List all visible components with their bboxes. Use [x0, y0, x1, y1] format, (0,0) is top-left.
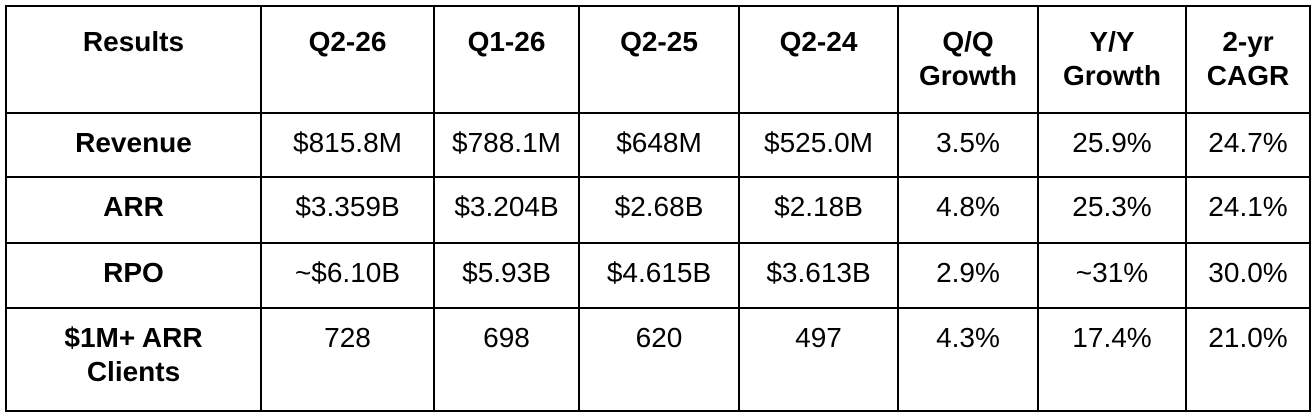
cell-text: Growth	[1063, 60, 1161, 91]
header-cell: Q1-26	[433, 5, 580, 114]
cell-text: $4.615B	[606, 257, 712, 288]
cell-text: CAGR	[1206, 60, 1290, 91]
cell: 620	[578, 307, 740, 412]
cell: 3.5%	[897, 112, 1039, 178]
cell-text: $3.359B	[295, 191, 400, 222]
cell: $815.8M	[260, 112, 435, 178]
data-row: RPO ~$6.10B $5.93B $4.615B $3.613B 2.9% ~31% 30…	[5, 242, 1311, 309]
cell-text: Q/Q	[942, 26, 994, 57]
cell-text: 3.5%	[936, 127, 1000, 158]
cell-text: Growth	[919, 60, 1017, 91]
data-row: ARR $3.359B $3.204B $2.68B $2.18B 4.8% 25.3% 24…	[5, 176, 1311, 244]
cell-text: 30.0%	[1208, 257, 1288, 288]
cell-text: Clients	[86, 356, 181, 387]
cell-text: $1M+ ARR	[64, 322, 203, 353]
row-label: $1M+ ARR Clients	[5, 307, 262, 412]
header-cell: Q2-26	[260, 5, 435, 114]
cell-text: Q2-25	[620, 26, 698, 57]
header-cell: Y/Y Growth	[1037, 5, 1187, 114]
cell: 25.9%	[1037, 112, 1187, 178]
header-row: Results Q2-26 Q1-26 Q2-25 Q2-24 Q/Q Growth Y/Y G…	[5, 5, 1311, 114]
cell: 25.3%	[1037, 176, 1187, 244]
cell-text: $5.93B	[462, 257, 551, 288]
cell-text: Revenue	[75, 127, 192, 158]
cell-text: 17.4%	[1072, 322, 1152, 353]
cell-text: ~$6.10B	[294, 257, 401, 288]
cell-text: RPO	[103, 257, 164, 288]
cell-text: ARR	[103, 191, 164, 222]
cell-text: 698	[483, 322, 530, 353]
cell-text: 2.9%	[936, 257, 1000, 288]
cell: $2.68B	[578, 176, 740, 244]
cell: 4.3%	[897, 307, 1039, 412]
cell: 4.8%	[897, 176, 1039, 244]
cell: $648M	[578, 112, 740, 178]
cell-text: 24.7%	[1208, 127, 1288, 158]
cell-text: 620	[635, 322, 683, 353]
cell-text: Q1-26	[467, 26, 546, 57]
cell: 24.1%	[1185, 176, 1311, 244]
cell-text: 21.0%	[1208, 322, 1288, 353]
row-label: Revenue	[5, 112, 262, 178]
cell: 728	[260, 307, 435, 412]
cell: $3.204B	[433, 176, 580, 244]
cell: 2.9%	[897, 242, 1039, 309]
cell-text: 4.8%	[936, 191, 1000, 222]
header-cell: Q2-24	[738, 5, 899, 114]
cell: 497	[738, 307, 899, 412]
cell-text: 2-yr	[1222, 26, 1274, 57]
cell-text: 25.9%	[1072, 127, 1152, 158]
cell-text: 25.3%	[1072, 191, 1152, 222]
cell-text: $3.204B	[454, 191, 559, 222]
cell-text: $3.613B	[766, 257, 871, 288]
cell-text: Y/Y	[1089, 26, 1135, 57]
cell-text: ~31%	[1075, 257, 1149, 288]
cell: $4.615B	[578, 242, 740, 309]
header-cell: Q/Q Growth	[897, 5, 1039, 114]
cell-text: $2.18B	[774, 191, 863, 222]
cell: 698	[433, 307, 580, 412]
cell: $525.0M	[738, 112, 899, 178]
header-cell: 2-yr CAGR	[1185, 5, 1311, 114]
header-cell: Q2-25	[578, 5, 740, 114]
table-body: Results Q2-26 Q1-26 Q2-25 Q2-24 Q/Q Growth Y/Y G…	[5, 5, 1311, 412]
data-row: $1M+ ARR Clients 728 698 620 497 4.3% 17.4% 21.0…	[5, 307, 1311, 412]
cell: 30.0%	[1185, 242, 1311, 309]
cell-text: 4.3%	[936, 322, 1000, 353]
cell-text: 24.1%	[1208, 191, 1288, 222]
row-label: ARR	[5, 176, 262, 244]
cell-text: $788.1M	[452, 127, 561, 158]
cell-text: $2.68B	[614, 191, 704, 222]
cell-text: Q2-26	[308, 26, 387, 57]
cell: 24.7%	[1185, 112, 1311, 178]
header-cell: Results	[5, 5, 262, 114]
cell-text: $815.8M	[293, 127, 402, 158]
cell: ~$6.10B	[260, 242, 435, 309]
cell: 17.4%	[1037, 307, 1187, 412]
cell-text: $525.0M	[764, 127, 873, 158]
results-table: Results Q2-26 Q1-26 Q2-25 Q2-24 Q/Q Growth Y/Y G…	[5, 5, 1311, 412]
cell-text: $648M	[616, 127, 702, 158]
data-row: Revenue $815.8M $788.1M $648M $525.0M 3.5% 25.…	[5, 112, 1311, 178]
cell: $2.18B	[738, 176, 899, 244]
cell-text: 497	[795, 322, 842, 353]
cell-text: Q2-24	[779, 26, 858, 57]
cell-text: Results	[82, 26, 185, 57]
cell: 21.0%	[1185, 307, 1311, 412]
row-label: RPO	[5, 242, 262, 309]
cell-text: 728	[324, 322, 371, 353]
cell: $3.359B	[260, 176, 435, 244]
cell: $5.93B	[433, 242, 580, 309]
cell: ~31%	[1037, 242, 1187, 309]
cell: $3.613B	[738, 242, 899, 309]
cell: $788.1M	[433, 112, 580, 178]
